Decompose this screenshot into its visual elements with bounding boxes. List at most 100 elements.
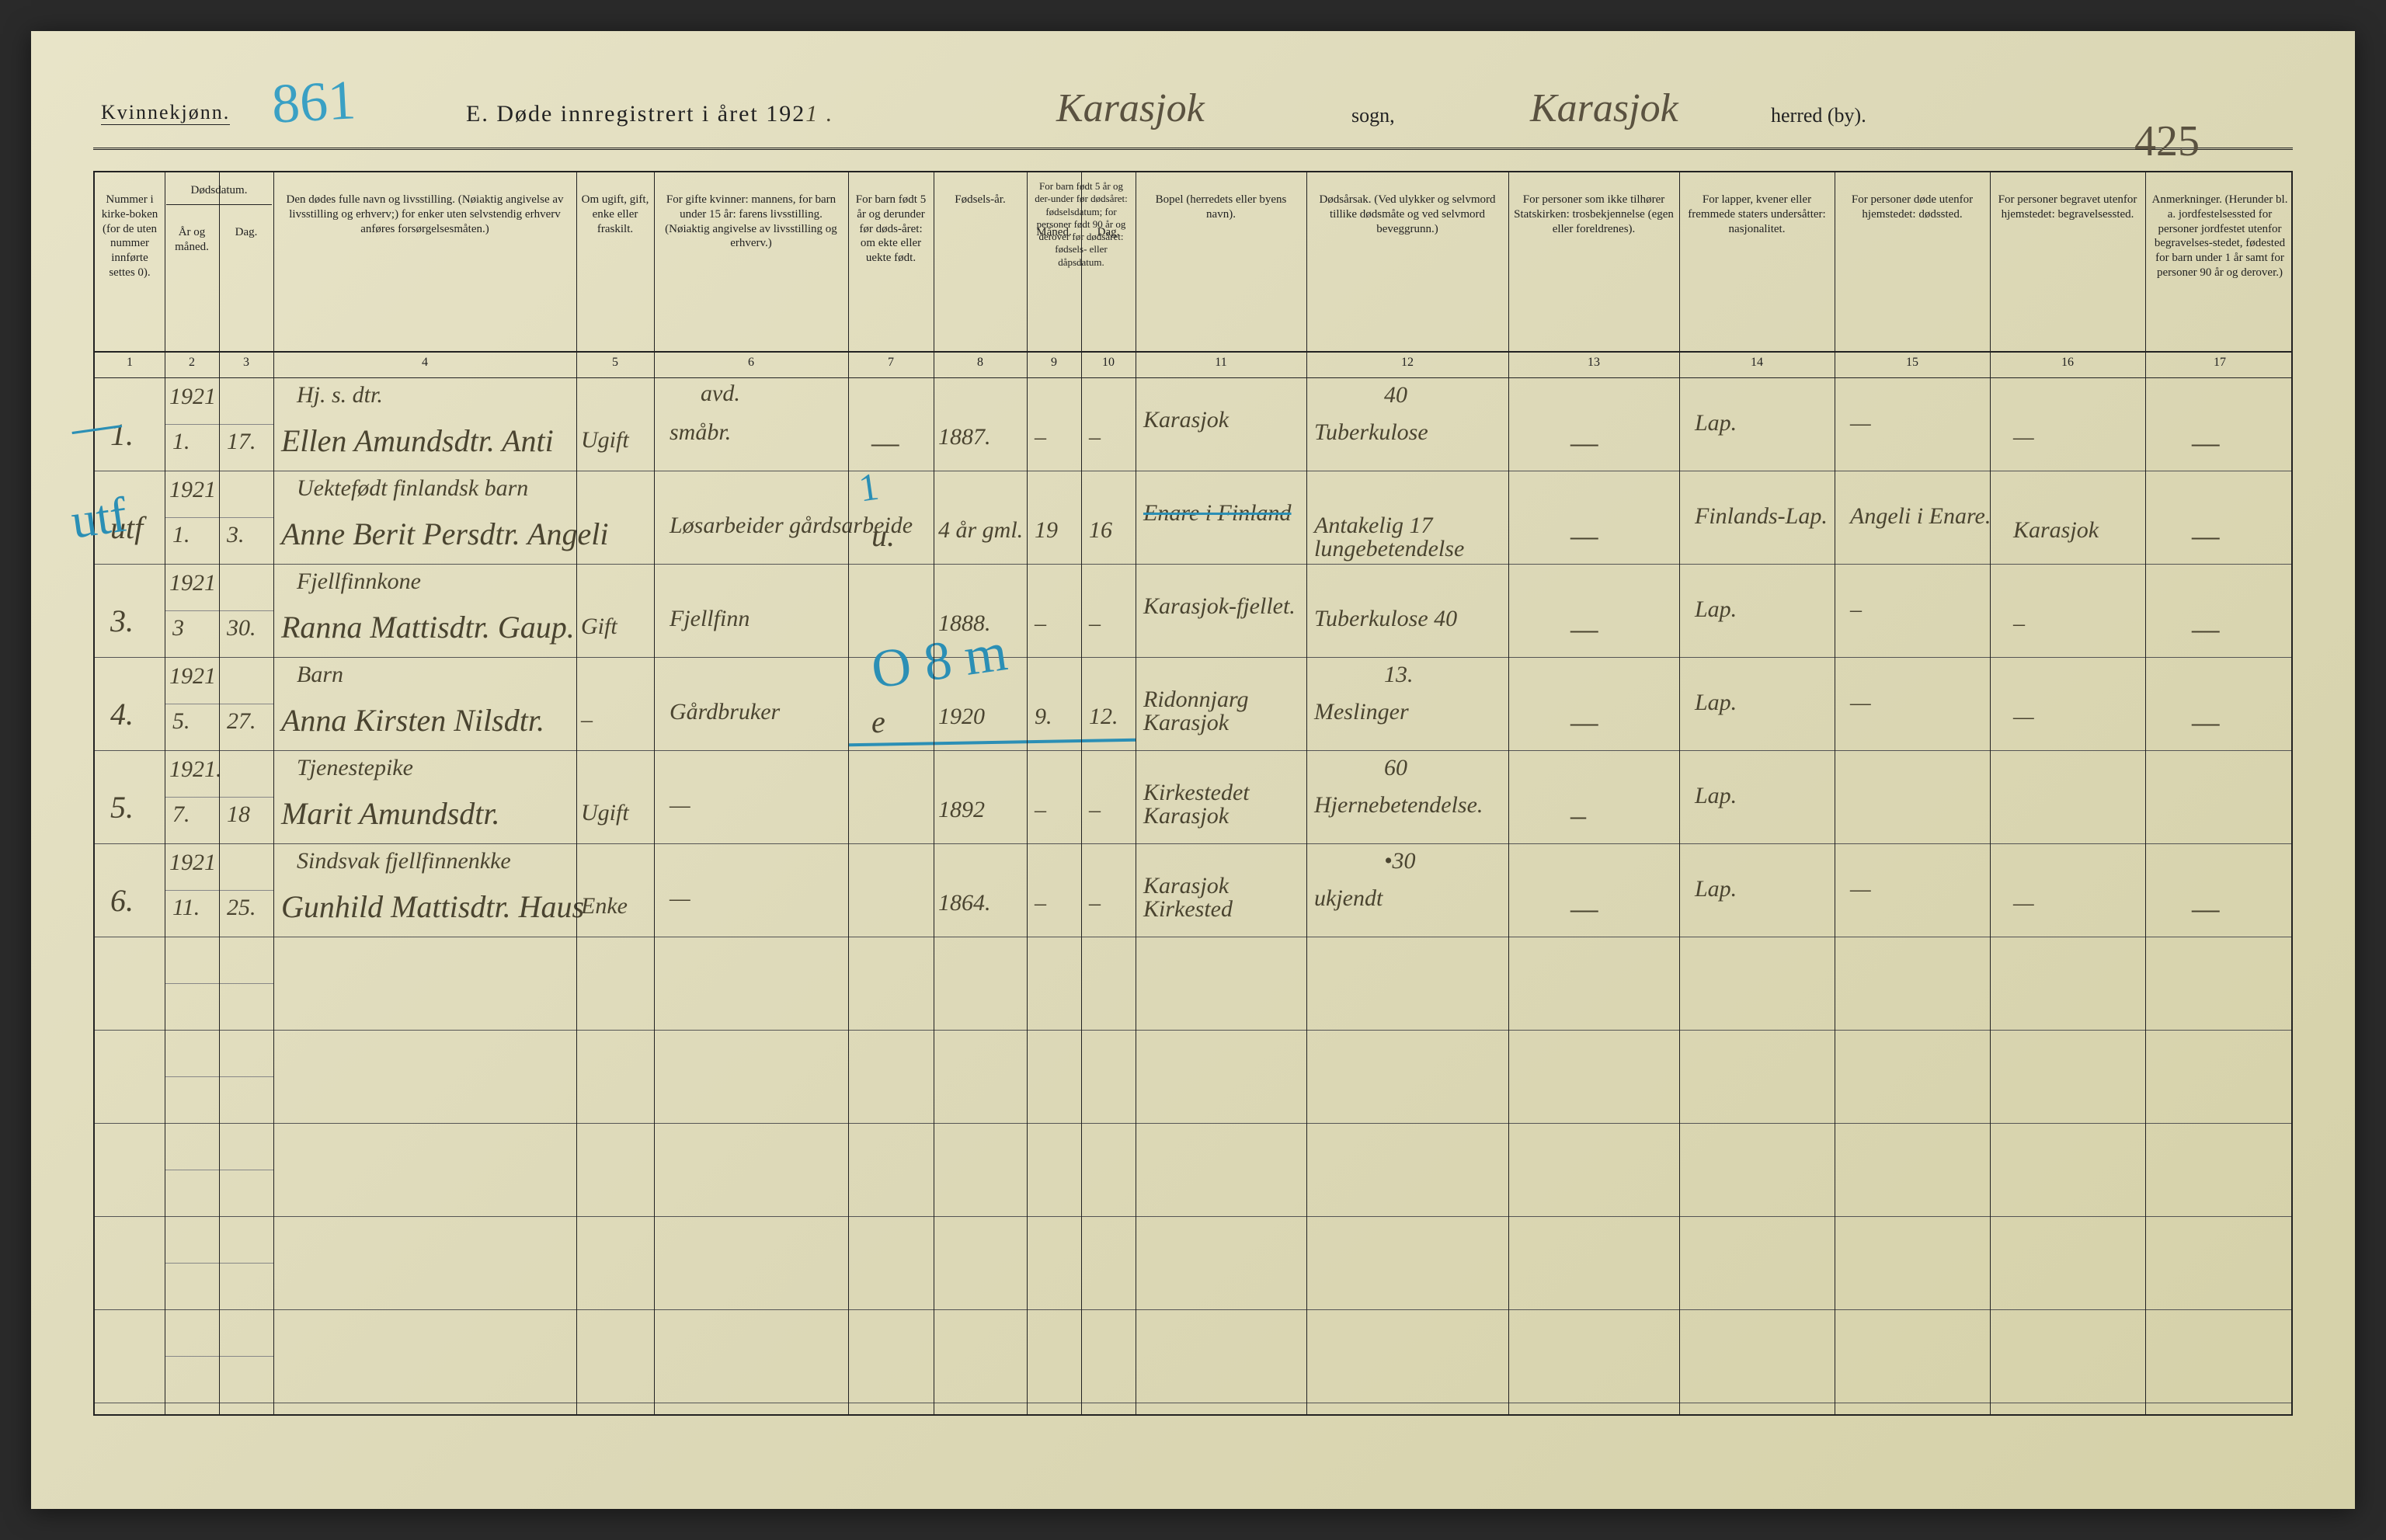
column-header-14: For lapper, kvener eller fremmede stater… — [1679, 186, 1835, 342]
column-number-12: 12 — [1306, 356, 1508, 370]
column-number-9: 9 — [1027, 356, 1081, 370]
birth-month: 9. — [1035, 704, 1052, 730]
column-header-16: For personer begravet utenfor hjemstedet… — [1990, 186, 2145, 342]
month: 5. — [172, 708, 190, 735]
remarks: — — [2192, 424, 2220, 461]
form-title: E. Døde innregistrert i året 1921 . — [466, 101, 833, 127]
name-occupation-top: Uektefødt finlandsk barn — [297, 475, 528, 502]
name-occupation-top: Barn — [297, 662, 343, 688]
column-header-15: For personer døde utenfor hjemstedet: dø… — [1835, 186, 1990, 342]
column-header-8: Fødsels-år. — [934, 186, 1027, 342]
burial-place: – — [2013, 610, 2025, 637]
birth-month: 19 — [1035, 517, 1058, 544]
column-header-2: År og måned. — [165, 219, 219, 261]
cause-of-death: Antakelig 17 lungebetendelse — [1314, 514, 1508, 561]
column-number-6: 6 — [654, 356, 848, 370]
table-body: 1.19211.17.Hj. s. dtr.Ellen Amundsdtr. A… — [95, 377, 2291, 1414]
column-number-2: 2 — [165, 356, 219, 370]
column-header-6: For gifte kvinner: mannens, for barn und… — [654, 186, 848, 342]
month: 1. — [172, 429, 190, 455]
residence: Karasjok — [1143, 408, 1306, 432]
page-right-number: 425 — [2134, 116, 2200, 166]
name-full: Ranna Mattisdtr. Gaup. — [281, 609, 575, 645]
table-row — [95, 1309, 2291, 1403]
herred-label: herred (by). — [1771, 104, 1866, 127]
row-number: 6. — [110, 882, 134, 919]
column-divider — [1306, 172, 1307, 1414]
row-number: 5. — [110, 789, 134, 826]
nationality: Lap. — [1695, 878, 1842, 901]
page-header: Kvinnekjønn. 861 E. Døde innregistrert i… — [93, 78, 2293, 150]
name-full: Anne Berit Persdtr. Angeli — [281, 516, 608, 552]
birth-year: 4 år gml. — [938, 517, 1023, 544]
column-divider — [1081, 172, 1082, 1414]
birth-month: – — [1035, 424, 1046, 450]
column-header-4: Den dødes fulle navn og livsstilling. (N… — [273, 186, 576, 342]
column-number-10: 10 — [1081, 356, 1136, 370]
month: 3 — [172, 615, 184, 641]
table-row: 6.192111.25.Sindsvak fjellfinnenkkeGunhi… — [95, 843, 2291, 937]
religion: — — [1570, 704, 1598, 740]
marital-status: Ugift — [581, 427, 629, 454]
cause-of-death: Meslinger — [1314, 700, 1508, 724]
residence: Karasjok Kirkested — [1143, 874, 1306, 921]
cause-code: 40 — [1384, 382, 1407, 408]
blue-pencil-correction: 1 — [856, 464, 882, 511]
column-header-11: Bopel (herredets eller byens navn). — [1136, 186, 1306, 342]
father-occupation: Fjellfinn — [670, 606, 750, 632]
column-number-3: 3 — [219, 356, 273, 370]
nationality: Lap. — [1695, 598, 1842, 621]
page-left-number: 861 — [270, 68, 357, 137]
day: 18 — [227, 801, 250, 828]
column-header-1: Nummer i kirke-boken (for de uten nummer… — [95, 186, 165, 342]
religion: — — [1570, 890, 1598, 926]
death-place: Angeli i Enare. — [1850, 505, 1998, 528]
cause-code: •30 — [1384, 848, 1416, 874]
father-occupation: Gårdbruker — [670, 699, 780, 725]
nationality: Lap. — [1695, 412, 1842, 435]
year: 1921 — [169, 663, 216, 690]
birth-day: 12. — [1089, 704, 1118, 730]
name-full: Ellen Amundsdtr. Anti — [281, 422, 554, 459]
name-full: Anna Kirsten Nilsdtr. — [281, 702, 544, 739]
blue-underline — [848, 739, 1136, 746]
marital-status: Gift — [581, 614, 617, 640]
month: 7. — [172, 801, 190, 828]
month: 11. — [172, 895, 200, 921]
blue-pencil-mark: — — [68, 393, 125, 457]
column-header-13: For personer som ikke tilhører Statskirk… — [1508, 186, 1679, 342]
residence: Enare i Finland — [1143, 502, 1306, 525]
religion: — — [1570, 517, 1598, 554]
name-occupation-top: Fjellfinnkone — [297, 568, 421, 595]
father-occupation: — — [670, 885, 690, 912]
table-row: 4.19215.27.BarnAnna Kirsten Nilsdtr.–Går… — [95, 657, 2291, 751]
year: 1921 — [169, 570, 216, 596]
column-divider — [1508, 172, 1509, 1414]
cause-code: 13. — [1384, 662, 1414, 688]
column-number-1: 1 — [95, 356, 165, 370]
birth-year: 1920 — [938, 704, 985, 730]
column-number-11: 11 — [1136, 356, 1306, 370]
column-number-4: 4 — [273, 356, 576, 370]
column-divider — [576, 172, 577, 1414]
column-number-row: 1234567891011121314151617 — [95, 351, 2291, 378]
nationality: Lap. — [1695, 691, 1842, 714]
father-occupation: — — [670, 792, 690, 819]
blue-pencil-mark: utf — [68, 485, 130, 550]
legitimate: u. — [871, 517, 895, 554]
birth-day: – — [1089, 890, 1101, 916]
herred-value: Karasjok — [1530, 85, 1678, 131]
burial-place: Karasjok — [2013, 517, 2099, 544]
nationality: Finlands-Lap. — [1695, 505, 1842, 528]
year: 1921. — [169, 756, 222, 783]
column-number-16: 16 — [1990, 356, 2145, 370]
column-header-5: Om ugift, gift, enke eller fraskilt. — [576, 186, 654, 342]
column-number-13: 13 — [1508, 356, 1679, 370]
table-row — [95, 1030, 2291, 1124]
year: 1921 — [169, 850, 216, 876]
cause-of-death: Tuberkulose — [1314, 421, 1508, 444]
cause-code: 60 — [1384, 755, 1407, 781]
burial-place: — — [2013, 424, 2034, 450]
name-full: Marit Amundsdtr. — [281, 795, 500, 832]
cause-of-death: Tuberkulose 40 — [1314, 607, 1508, 631]
